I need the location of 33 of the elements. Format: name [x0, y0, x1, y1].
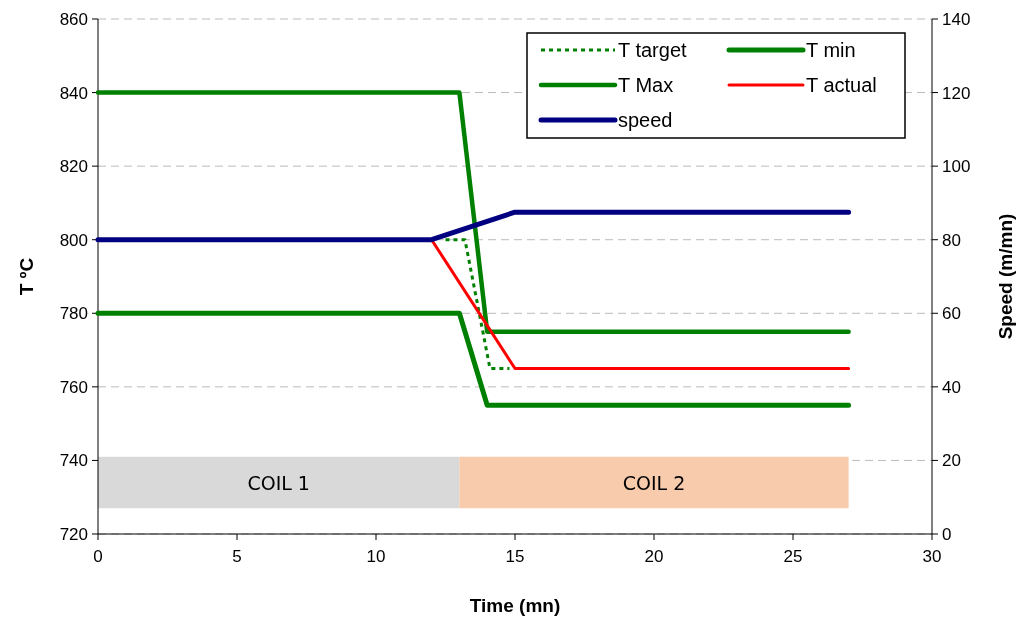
y-tick-label: 740 — [59, 451, 88, 471]
y-tick-label: 840 — [59, 83, 88, 103]
legend-label: T Max — [618, 74, 674, 96]
x-axis-title: Time (mn) — [469, 595, 561, 616]
y2-tick-label: 140 — [942, 10, 971, 29]
y-tick-label: 780 — [59, 304, 88, 324]
y-tick-label: 720 — [59, 525, 88, 544]
x-tick-label: 15 — [505, 547, 525, 566]
x-tick-label: 20 — [644, 547, 664, 566]
y-tick-label: 800 — [59, 230, 88, 250]
x-tick-label: 5 — [232, 547, 242, 566]
y2-axis-title: Speed (m/mn) — [995, 213, 1016, 340]
y-tick-label: 820 — [59, 157, 88, 177]
y2-tick-label: 60 — [942, 304, 961, 324]
y2-tick-label: 0 — [942, 525, 952, 544]
x-tick-label: 25 — [783, 547, 803, 566]
y2-tick-label: 20 — [942, 451, 961, 471]
legend-label: T min — [806, 39, 856, 61]
band-label: COIL 2 — [622, 471, 686, 494]
y2-tick-label: 120 — [942, 83, 971, 103]
x-tick-label: 0 — [93, 547, 103, 566]
x-tick-label: 30 — [922, 547, 942, 566]
y2-tick-label: 40 — [942, 377, 961, 397]
y-tick-label: 860 — [59, 10, 88, 29]
x-tick-label: 10 — [366, 547, 386, 566]
legend-label: speed — [618, 109, 673, 131]
y2-tick-label: 80 — [942, 230, 961, 250]
band-label: COIL 1 — [247, 471, 310, 494]
y-tick-label: 760 — [59, 377, 88, 397]
y-axis-title: T ºC — [16, 257, 37, 296]
legend-label: T target — [618, 39, 687, 61]
legend-label: T actual — [806, 74, 877, 96]
y2-tick-label: 100 — [942, 157, 971, 177]
